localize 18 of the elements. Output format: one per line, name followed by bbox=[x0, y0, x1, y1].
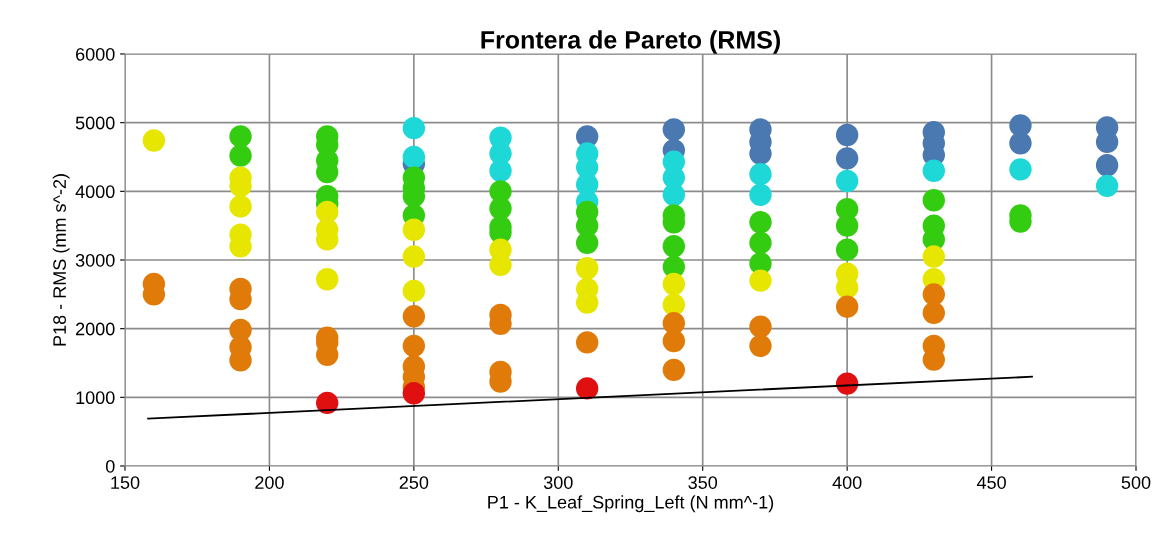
x-tick-label: 250 bbox=[399, 476, 429, 489]
x-tick-label: 150 bbox=[111, 476, 140, 489]
y-tick-label: 0 bbox=[105, 459, 115, 473]
y-tick-label: 6000 bbox=[76, 47, 115, 61]
x-tick-label: 300 bbox=[543, 476, 573, 489]
x-tick-label: 500 bbox=[1121, 476, 1151, 489]
y-tick-label: 3000 bbox=[75, 253, 115, 267]
y-tick-label: 2000 bbox=[76, 322, 115, 336]
x-axis-title: P1 - K_Leaf_Spring_Left (N mm^-1) bbox=[488, 495, 774, 513]
x-tick-label: 200 bbox=[255, 476, 284, 489]
x-tick-label: 400 bbox=[832, 476, 862, 489]
x-tick-label: 450 bbox=[976, 476, 1006, 489]
x-tick-label: 350 bbox=[688, 476, 718, 489]
y-axis-title: P18 - RMS (mm s^-2) bbox=[52, 174, 70, 346]
y-tick-label: 1000 bbox=[76, 391, 115, 405]
y-tick-label: 5000 bbox=[75, 116, 115, 130]
y-tick-label: 4000 bbox=[75, 185, 115, 199]
chart-title: Frontera de Pareto (RMS) bbox=[481, 30, 780, 54]
